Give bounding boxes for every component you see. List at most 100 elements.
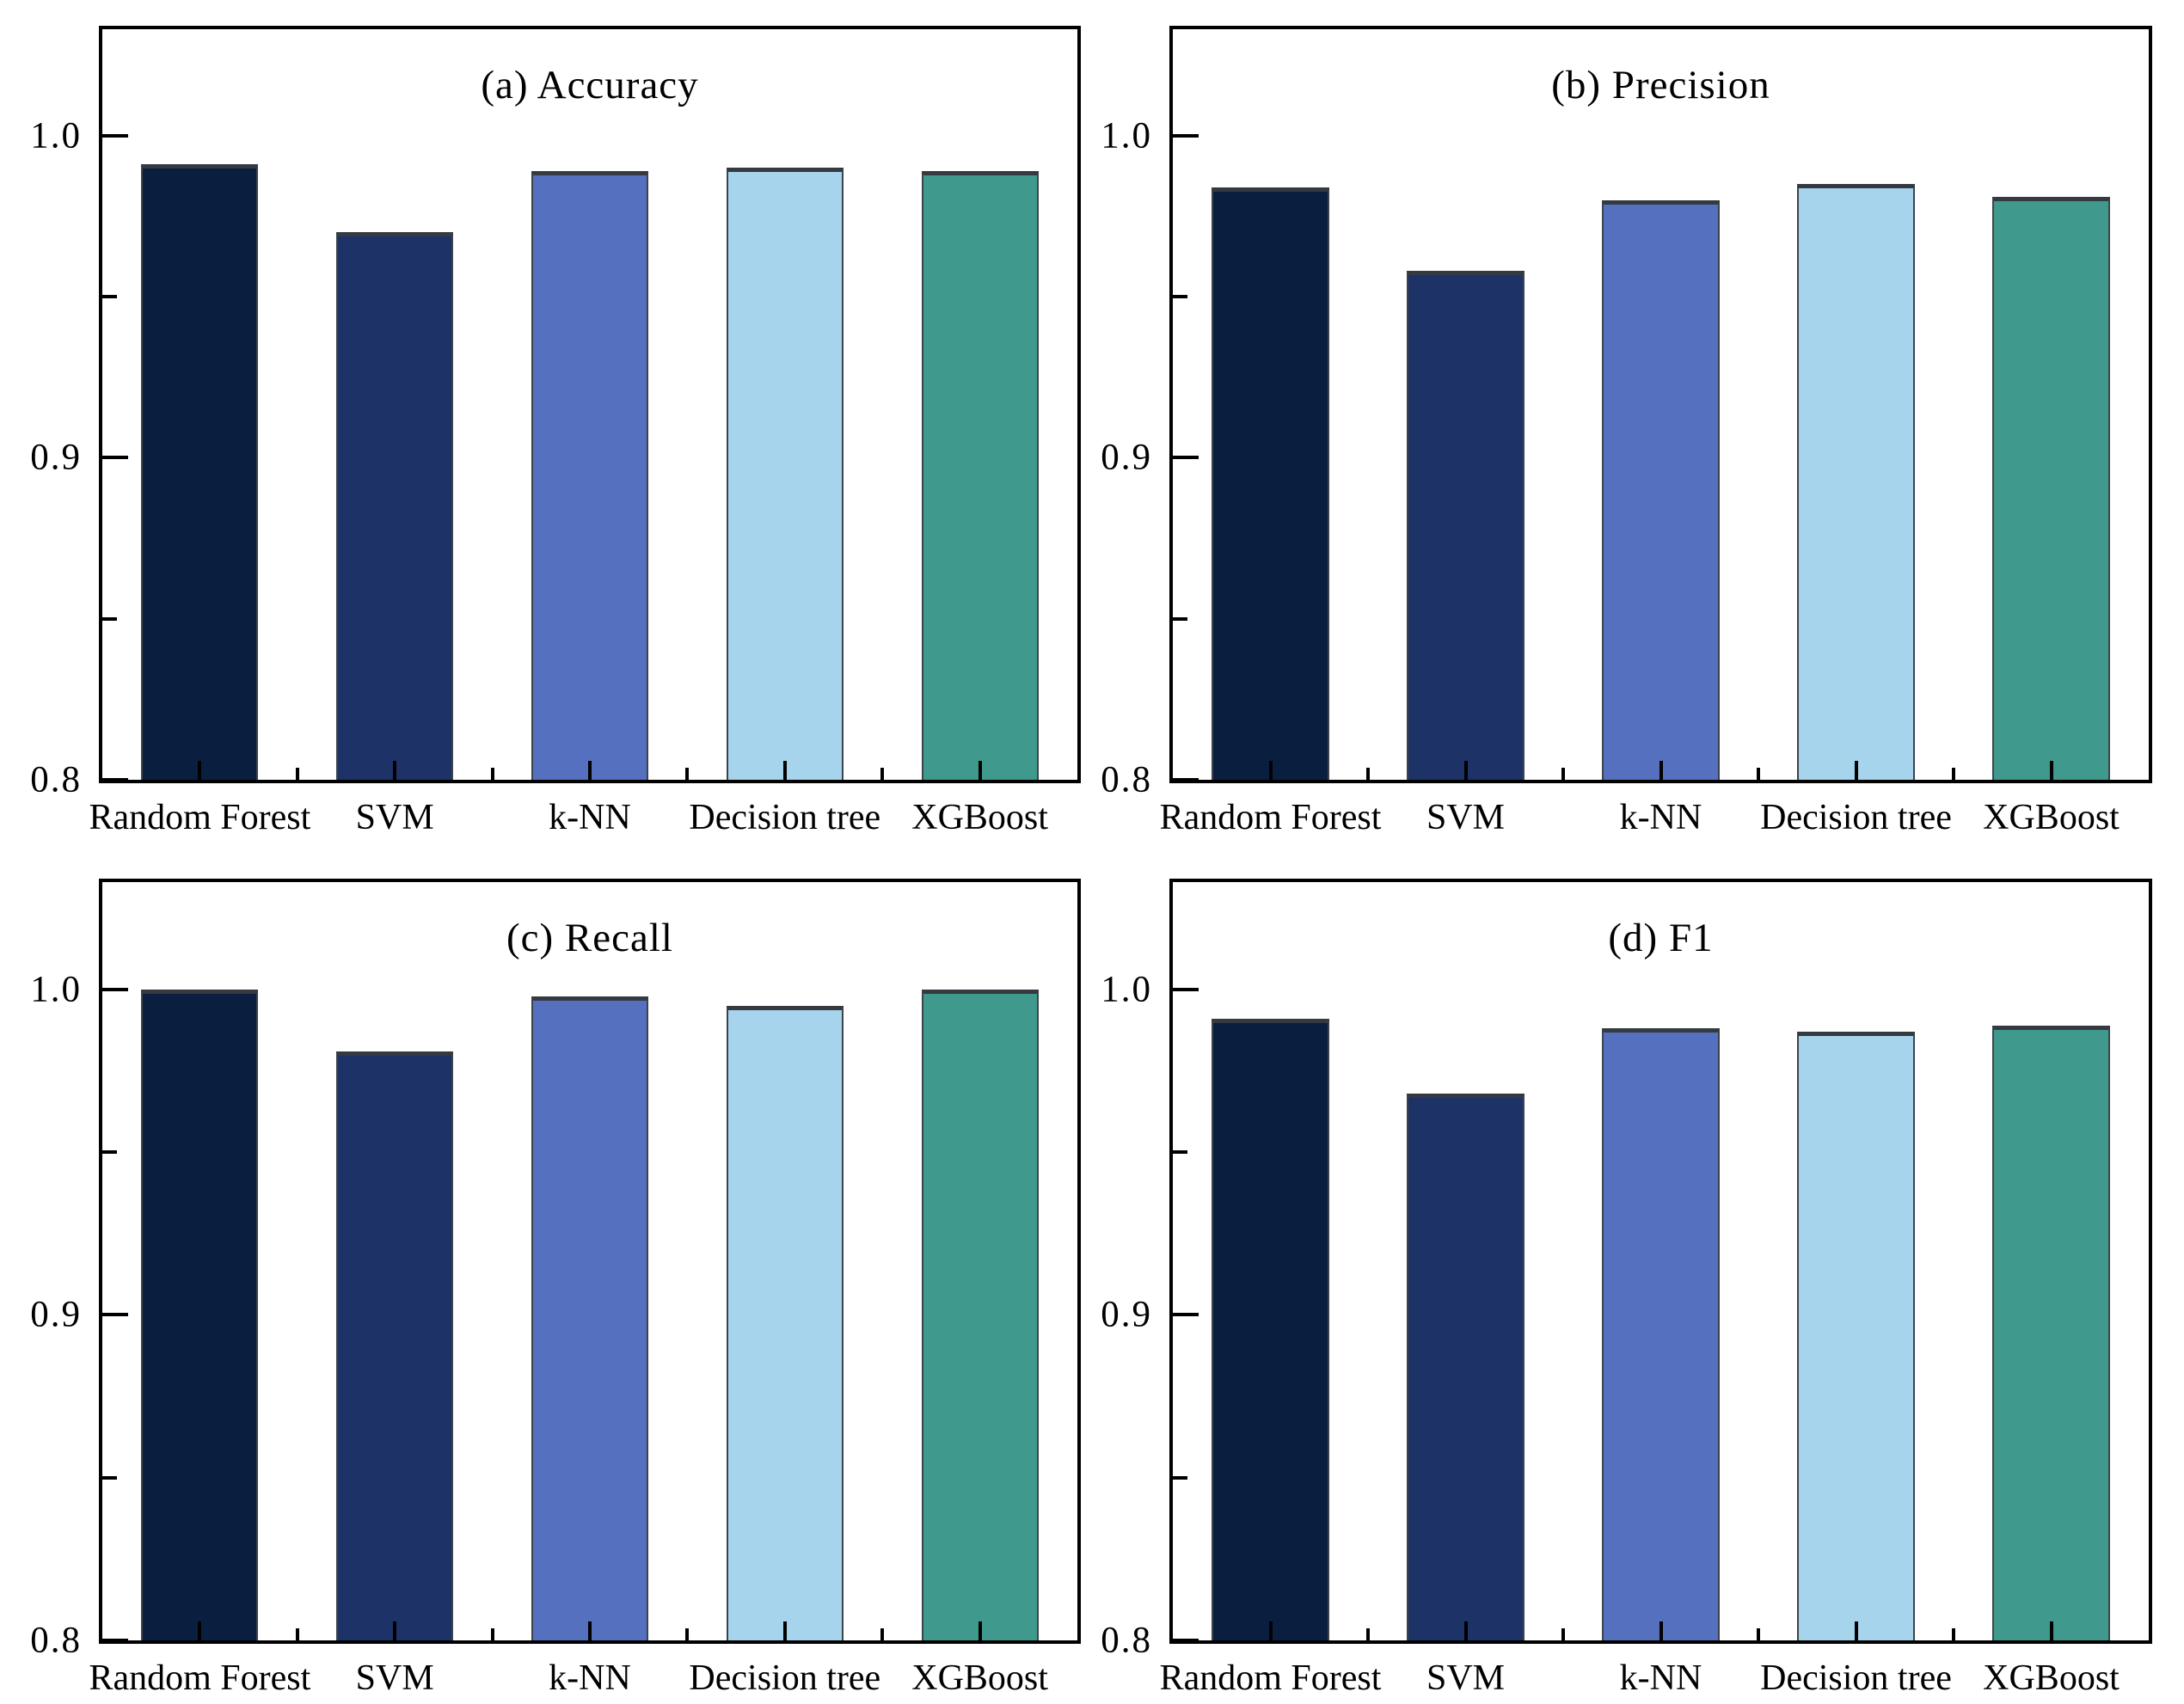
x-axis-major-tick [782, 1621, 787, 1640]
x-axis-minor-tick [880, 1628, 885, 1640]
x-axis-category-label-random-forest: Random Forest [1159, 798, 1382, 837]
bar-k-nn [1602, 199, 1720, 780]
y-axis-minor-tick [102, 294, 117, 298]
y-axis-major-tick [1173, 456, 1199, 460]
y-axis-major-tick [102, 456, 128, 460]
bar-k-nn [531, 996, 649, 1640]
y-axis-minor-tick [1173, 1150, 1187, 1155]
bar-xgboost [1992, 196, 2110, 780]
chart-accuracy: (a) Accuracy 0.8 0.9 1.0 Random Forest SVM k-… [30, 26, 1081, 837]
bar-svm [1407, 1094, 1525, 1640]
y-axis-minor-tick [102, 616, 117, 621]
x-axis-minor-tick [685, 1628, 690, 1640]
y-axis-tick-label: 0.8 [30, 1620, 82, 1661]
y-axis-major-tick [102, 133, 128, 138]
x-axis-category-label-k-nn: k-NN [549, 1658, 631, 1698]
x-axis-minor-tick [1757, 1628, 1760, 1640]
bar-decision-tree [1797, 1032, 1915, 1640]
chart-f1: (d) F1 0.8 0.9 1.0 Random Forest SVM k-NN Deci… [1101, 879, 2152, 1698]
x-axis-category-label-svm: SVM [1426, 798, 1506, 837]
x-axis-major-tick [2049, 1621, 2053, 1640]
x-axis-category-label-xgboost: XGBoost [911, 1658, 1048, 1698]
x-axis-major-tick [978, 1621, 982, 1640]
bar-svm [1407, 271, 1525, 780]
x-axis-category-label-decision-tree: Decision tree [1760, 1658, 1952, 1698]
chart-recall: (c) Recall 0.8 0.9 1.0 Random Forest SVM k-NN… [30, 879, 1081, 1698]
x-axis-major-tick [393, 1621, 397, 1640]
y-axis-tick-label: 0.8 [1101, 1620, 1152, 1661]
x-axis-major-tick [1463, 1621, 1468, 1640]
x-axis-minor-tick [490, 1628, 494, 1640]
x-axis-minor-tick [295, 768, 299, 780]
bar-k-nn [531, 170, 649, 780]
x-axis-category-label-decision-tree: Decision tree [689, 798, 881, 837]
plot-area-recall: (c) Recall [99, 879, 1081, 1644]
y-axis-major-tick [1173, 778, 1199, 782]
bar-random-forest [1212, 187, 1329, 780]
x-axis-major-tick [1659, 1621, 1663, 1640]
x-axis-category-label-k-nn: k-NN [549, 798, 631, 837]
x-axis-category-label-xgboost: XGBoost [1983, 1658, 2120, 1698]
x-axis-major-tick [198, 1621, 202, 1640]
bar-random-forest [1212, 1019, 1329, 1640]
x-axis-category-label-decision-tree: Decision tree [1760, 798, 1952, 837]
x-axis-category-label-xgboost: XGBoost [911, 798, 1048, 837]
x-axis-major-tick [393, 761, 397, 780]
x-axis-major-tick [1463, 761, 1468, 780]
x-axis-major-tick [1268, 1621, 1273, 1640]
x-axis-major-tick [2049, 761, 2053, 780]
x-axis-minor-tick [1561, 1628, 1565, 1640]
bar-svm [336, 232, 454, 780]
x-axis-major-tick [1854, 761, 1858, 780]
x-axis-minor-tick [490, 768, 494, 780]
y-axis-minor-tick [102, 1475, 117, 1480]
y-axis-minor-tick [1173, 294, 1187, 298]
y-axis-minor-tick [102, 1150, 117, 1155]
x-axis-minor-tick [1366, 768, 1370, 780]
x-axis-major-tick [588, 761, 592, 780]
bar-svm [336, 1051, 454, 1640]
y-axis-tick-label: 0.9 [30, 1294, 82, 1335]
y-axis-tick-label: 0.9 [1101, 1294, 1152, 1335]
x-axis-major-tick [1854, 1621, 1858, 1640]
y-axis-major-tick [102, 778, 128, 782]
y-axis-tick-label: 0.8 [1101, 759, 1152, 800]
y-axis-major-tick [102, 1313, 128, 1317]
x-axis-category-label-svm: SVM [355, 798, 434, 837]
bar-decision-tree [726, 168, 844, 780]
chart-precision: (b) Precision 0.8 0.9 1.0 Random Forest SVM k… [1101, 26, 2152, 837]
chart-title-recall: (c) Recall [506, 916, 673, 960]
bar-xgboost [921, 989, 1039, 1640]
bar-decision-tree [726, 1005, 844, 1640]
y-axis-tick-label: 1.0 [1101, 115, 1152, 156]
x-axis-category-label-decision-tree: Decision tree [689, 1658, 881, 1698]
bar-random-forest [141, 989, 259, 1640]
bar-k-nn [1602, 1028, 1720, 1640]
plot-area-precision: (b) Precision [1169, 26, 2152, 783]
x-axis-minor-tick [685, 768, 690, 780]
y-axis-tick-label: 0.9 [30, 437, 82, 478]
x-axis-minor-tick [1561, 768, 1565, 780]
y-axis-major-tick [1173, 133, 1199, 138]
y-axis-tick-label: 1.0 [1101, 969, 1152, 1010]
bar-decision-tree [1797, 183, 1915, 780]
x-axis-category-label-svm: SVM [355, 1658, 434, 1698]
x-axis-category-label-random-forest: Random Forest [89, 798, 311, 837]
x-axis-major-tick [588, 1621, 592, 1640]
x-axis-minor-tick [880, 768, 885, 780]
x-axis-minor-tick [1952, 1628, 1955, 1640]
chart-title-precision: (b) Precision [1551, 63, 1770, 107]
y-axis-tick-label: 0.8 [30, 759, 82, 800]
chart-title-f1: (d) F1 [1608, 916, 1714, 960]
x-axis-category-label-random-forest: Random Forest [1159, 1658, 1382, 1698]
y-axis-major-tick [1173, 1639, 1199, 1642]
bar-random-forest [141, 164, 259, 780]
x-axis-major-tick [1268, 761, 1273, 780]
y-axis-minor-tick [1173, 1475, 1187, 1480]
y-axis-tick-label: 0.9 [1101, 437, 1152, 478]
y-axis-minor-tick [1173, 616, 1187, 621]
x-axis-major-tick [782, 761, 787, 780]
plot-area-accuracy: (a) Accuracy [99, 26, 1081, 783]
x-axis-category-label-random-forest: Random Forest [89, 1658, 311, 1698]
